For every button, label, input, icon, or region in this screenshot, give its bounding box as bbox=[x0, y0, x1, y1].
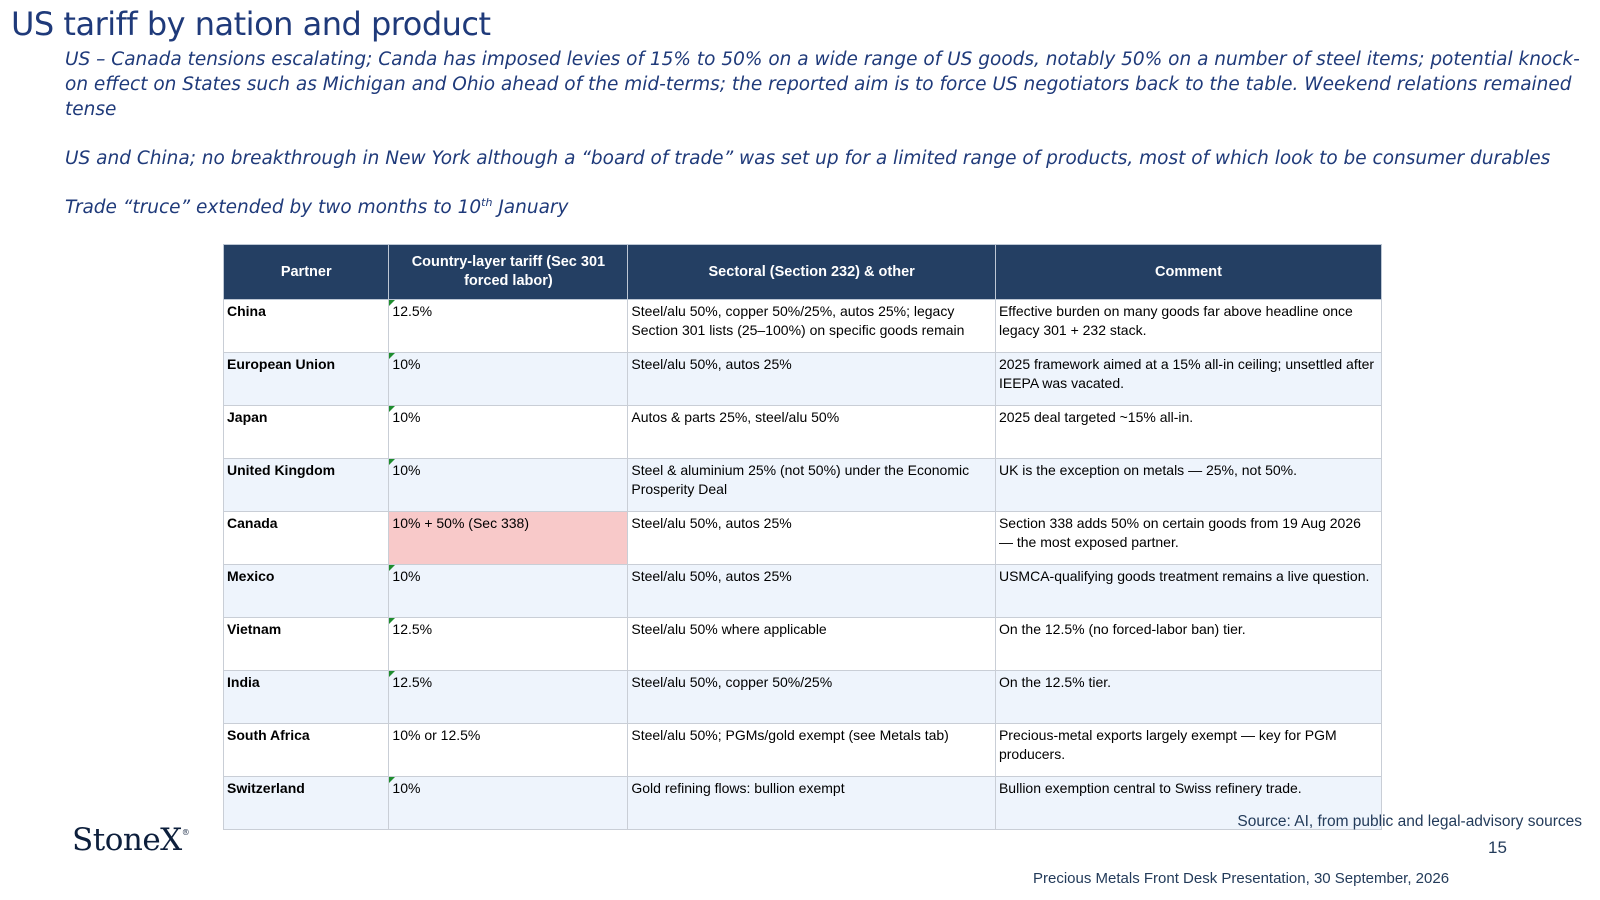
header-comment: Comment bbox=[994, 244, 1383, 300]
table-row: Canada 10% + 50% (Sec 338) Steel/alu 50%… bbox=[222, 511, 1383, 565]
partner-cell: China bbox=[222, 299, 390, 353]
table-row: India 12.5% Steel/alu 50%, copper 50%/25… bbox=[222, 670, 1383, 724]
tariff-cell: 10% or 12.5% bbox=[388, 723, 629, 777]
comment-cell: 2025 framework aimed at a 15% all-in cei… bbox=[994, 352, 1383, 406]
commentary: US – Canada tensions escalating; Canda h… bbox=[65, 47, 1585, 244]
logo-wordmark: StoneX bbox=[72, 822, 182, 858]
header-partner: Partner bbox=[222, 244, 390, 300]
partner-cell: United Kingdom bbox=[222, 458, 390, 512]
cell-marker-icon bbox=[389, 777, 396, 783]
sectoral-cell: Gold refining flows: bullion exempt bbox=[627, 776, 996, 830]
tariff-cell-highlighted: 10% + 50% (Sec 338) bbox=[388, 511, 629, 565]
table-row: China 12.5% Steel/alu 50%, copper 50%/25… bbox=[222, 299, 1383, 353]
comment-cell: USMCA-qualifying goods treatment remains… bbox=[994, 564, 1383, 618]
tariff-value: 10% bbox=[392, 462, 421, 478]
page-number: 15 bbox=[1488, 838, 1507, 857]
sectoral-cell: Steel/alu 50%, copper 50%/25% bbox=[627, 670, 996, 724]
tariff-cell: 10% bbox=[388, 776, 629, 830]
table-row: Japan 10% Autos & parts 25%, steel/alu 5… bbox=[222, 405, 1383, 459]
table-row: Mexico 10% Steel/alu 50%, autos 25% USMC… bbox=[222, 564, 1383, 618]
cell-marker-icon bbox=[389, 406, 396, 412]
sectoral-cell: Autos & parts 25%, steel/alu 50% bbox=[627, 405, 996, 459]
header-sectoral: Sectoral (Section 232) & other bbox=[627, 244, 996, 300]
cell-marker-icon bbox=[389, 300, 396, 306]
comment-cell: Effective burden on many goods far above… bbox=[994, 299, 1383, 353]
comment-cell: 2025 deal targeted ~15% all-in. bbox=[994, 405, 1383, 459]
tariff-cell: 10% bbox=[388, 405, 629, 459]
partner-cell: European Union bbox=[222, 352, 390, 406]
truce-month: January bbox=[492, 197, 569, 218]
cell-marker-icon bbox=[389, 459, 396, 465]
sectoral-cell: Steel/alu 50% where applicable bbox=[627, 617, 996, 671]
tariff-value: 12.5% bbox=[392, 303, 433, 319]
tariff-value: 10% bbox=[392, 780, 421, 796]
cell-marker-icon bbox=[389, 618, 396, 624]
tariff-table: Partner Country-layer tariff (Sec 301 fo… bbox=[222, 244, 1383, 830]
partner-cell: Switzerland bbox=[222, 776, 390, 830]
partner-cell: South Africa bbox=[222, 723, 390, 777]
sectoral-cell: Steel/alu 50%, copper 50%/25%, autos 25%… bbox=[627, 299, 996, 353]
truce-text: Trade “truce” extended by two months to … bbox=[65, 197, 482, 218]
sectoral-cell: Steel/alu 50%; PGMs/gold exempt (see Met… bbox=[627, 723, 996, 777]
partner-cell: Canada bbox=[222, 511, 390, 565]
tariff-value: 12.5% bbox=[392, 674, 433, 690]
stonex-logo: StoneX® bbox=[72, 822, 190, 858]
page-title: US tariff by nation and product bbox=[11, 5, 491, 43]
table-row: European Union 10% Steel/alu 50%, autos … bbox=[222, 352, 1383, 406]
table-row: South Africa 10% or 12.5% Steel/alu 50%;… bbox=[222, 723, 1383, 777]
table-row: United Kingdom 10% Steel & aluminium 25%… bbox=[222, 458, 1383, 512]
tariff-cell: 10% bbox=[388, 458, 629, 512]
partner-cell: Vietnam bbox=[222, 617, 390, 671]
tariff-cell: 10% bbox=[388, 352, 629, 406]
commentary-truce: Trade “truce” extended by two months to … bbox=[65, 195, 1585, 220]
comment-cell: On the 12.5% (no forced-labor ban) tier. bbox=[994, 617, 1383, 671]
comment-cell: Precious-metal exports largely exempt — … bbox=[994, 723, 1383, 777]
tariff-value: 10% bbox=[392, 409, 421, 425]
registered-mark: ® bbox=[181, 828, 190, 837]
source-note: Source: AI, from public and legal-adviso… bbox=[1237, 813, 1582, 830]
truce-ordinal: th bbox=[481, 195, 493, 209]
partner-cell: Mexico bbox=[222, 564, 390, 618]
table-row: Switzerland 10% Gold refining flows: bul… bbox=[222, 776, 1383, 830]
tariff-value: 10% bbox=[392, 568, 421, 584]
presentation-footer: Precious Metals Front Desk Presentation,… bbox=[1033, 870, 1450, 887]
cell-marker-icon bbox=[389, 671, 396, 677]
tariff-cell: 12.5% bbox=[388, 617, 629, 671]
commentary-canada: US – Canada tensions escalating; Canda h… bbox=[65, 49, 1580, 120]
header-country-tariff: Country-layer tariff (Sec 301 forced lab… bbox=[388, 244, 629, 300]
table-row: Vietnam 12.5% Steel/alu 50% where applic… bbox=[222, 617, 1383, 671]
tariff-cell: 10% bbox=[388, 564, 629, 618]
sectoral-cell: Steel & aluminium 25% (not 50%) under th… bbox=[627, 458, 996, 512]
comment-cell: UK is the exception on metals — 25%, not… bbox=[994, 458, 1383, 512]
sectoral-cell: Steel/alu 50%, autos 25% bbox=[627, 352, 996, 406]
comment-cell: Section 338 adds 50% on certain goods fr… bbox=[994, 511, 1383, 565]
table-header-row: Partner Country-layer tariff (Sec 301 fo… bbox=[222, 244, 1383, 300]
cell-marker-icon bbox=[389, 565, 396, 571]
commentary-china: US and China; no breakthrough in New Yor… bbox=[65, 148, 1551, 169]
tariff-value: 12.5% bbox=[392, 621, 433, 637]
tariff-value: 10% bbox=[392, 356, 421, 372]
sectoral-cell: Steel/alu 50%, autos 25% bbox=[627, 511, 996, 565]
partner-cell: Japan bbox=[222, 405, 390, 459]
comment-cell: Bullion exemption central to Swiss refin… bbox=[994, 776, 1383, 830]
tariff-cell: 12.5% bbox=[388, 299, 629, 353]
partner-cell: India bbox=[222, 670, 390, 724]
cell-marker-icon bbox=[389, 353, 396, 359]
tariff-cell: 12.5% bbox=[388, 670, 629, 724]
comment-cell: On the 12.5% tier. bbox=[994, 670, 1383, 724]
sectoral-cell: Steel/alu 50%, autos 25% bbox=[627, 564, 996, 618]
